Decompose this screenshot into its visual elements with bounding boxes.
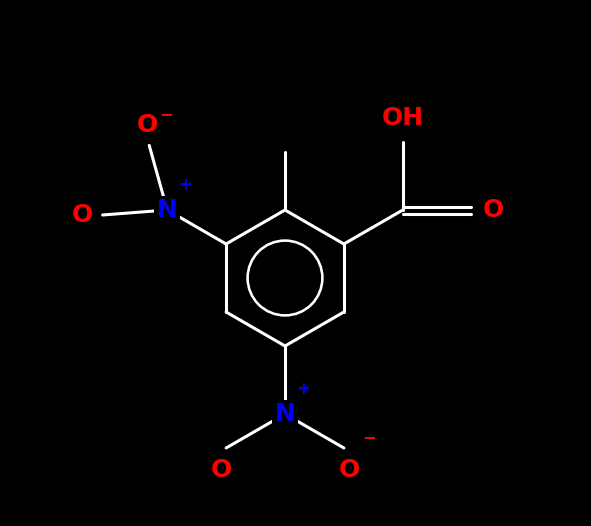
- Text: N: N: [157, 198, 178, 222]
- Text: −: −: [362, 428, 376, 446]
- Text: O: O: [72, 203, 93, 227]
- Text: OH: OH: [382, 106, 424, 130]
- Text: +: +: [178, 176, 192, 194]
- Text: O: O: [338, 458, 359, 482]
- Text: +: +: [296, 380, 310, 398]
- Text: −: −: [159, 105, 173, 124]
- Text: N: N: [275, 402, 296, 426]
- Text: O: O: [483, 198, 504, 222]
- Text: O: O: [210, 458, 232, 482]
- Text: O: O: [137, 114, 158, 137]
